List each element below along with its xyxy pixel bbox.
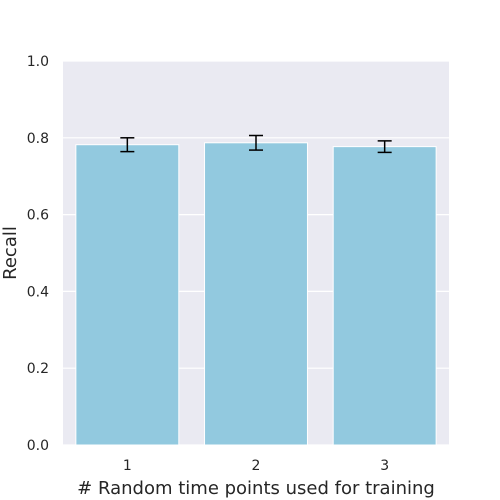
y-tick-label: 0.4: [27, 284, 49, 300]
y-tick-label: 0.8: [27, 131, 49, 147]
error-bars: [120, 134, 392, 154]
y-tick-label: 1.0: [27, 54, 49, 70]
error-bar: [377, 140, 392, 154]
bar: [332, 146, 437, 446]
x-axis-label: # Random time points used for training: [77, 478, 435, 499]
error-bar: [120, 137, 135, 153]
x-tick-label: 1: [123, 458, 132, 474]
bar: [204, 142, 308, 446]
y-axis-label: Recall: [0, 226, 21, 280]
x-tick-label: 2: [252, 458, 261, 474]
y-tick-label: 0.0: [27, 438, 49, 454]
y-tick-label: 0.2: [27, 361, 49, 377]
y-tick-labels: 0.0 0.2 0.4 0.6 0.8 1.0: [27, 54, 49, 454]
error-bar: [249, 134, 263, 151]
bar: [75, 144, 180, 446]
bars: [75, 142, 437, 446]
y-tick-label: 0.6: [27, 208, 49, 224]
x-tick-labels: 1 2 3: [123, 458, 389, 474]
x-tick-label: 3: [380, 458, 389, 474]
